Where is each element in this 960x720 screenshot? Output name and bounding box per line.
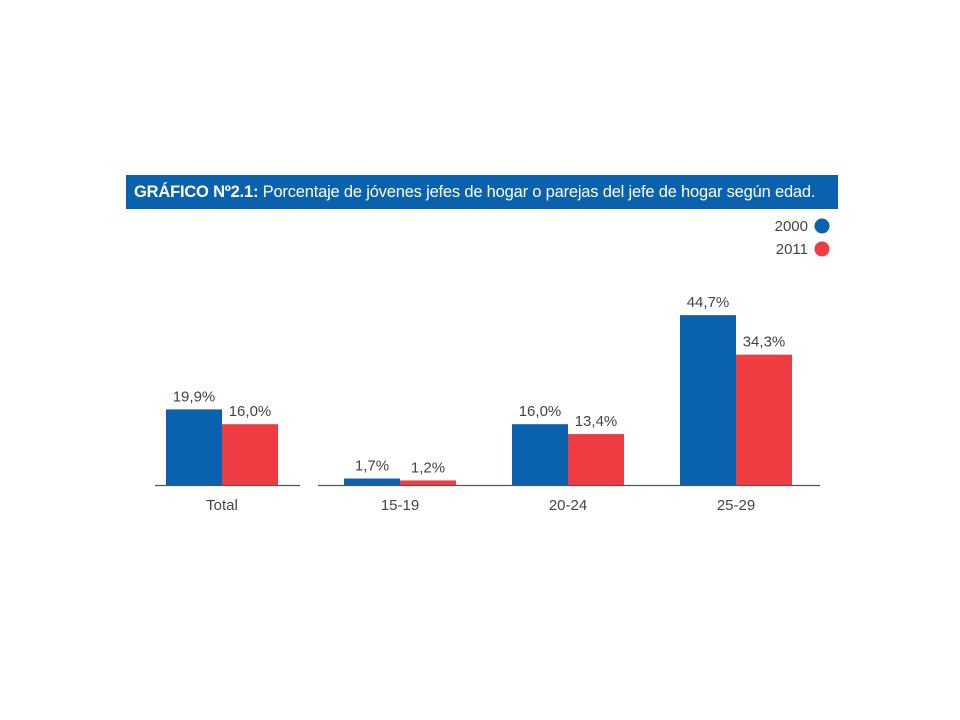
x-tick-label-15-19: 15-19 bbox=[381, 497, 419, 514]
legend-marker-2011 bbox=[814, 241, 830, 257]
bar-2011-25-29 bbox=[736, 354, 792, 485]
data-label-2011-15-19: 1,2% bbox=[411, 459, 445, 476]
legend-marker-2000 bbox=[814, 218, 830, 234]
x-tick-label-Total: Total bbox=[206, 497, 238, 514]
chart-title: Porcentaje de jóvenes jefes de hogar o p… bbox=[262, 183, 816, 201]
x-tick-label-25-29: 25-29 bbox=[717, 497, 755, 514]
chart-title-bar: GRÁFICO Nº2.1: Porcentaje de jóvenes jef… bbox=[126, 175, 838, 209]
data-label-2000-25-29: 44,7% bbox=[687, 294, 730, 311]
data-label-2011-25-29: 34,3% bbox=[743, 334, 786, 351]
bar-2011-15-19 bbox=[400, 480, 456, 485]
chart-title-prefix: GRÁFICO Nº2.1: bbox=[134, 183, 259, 201]
x-tick-label-20-24: 20-24 bbox=[549, 497, 587, 514]
data-label-2000-15-19: 1,7% bbox=[355, 458, 389, 475]
bar-2000-20-24 bbox=[512, 424, 568, 485]
legend-label-2011: 2011 bbox=[776, 241, 808, 258]
bar-2000-15-19 bbox=[344, 478, 400, 485]
bar-2000-Total bbox=[166, 409, 222, 485]
data-label-2011-20-24: 13,4% bbox=[575, 413, 618, 430]
bar-2000-25-29 bbox=[680, 315, 736, 485]
bar-2011-Total bbox=[222, 424, 278, 485]
data-label-2000-Total: 19,9% bbox=[173, 388, 216, 405]
data-label-2000-20-24: 16,0% bbox=[519, 403, 562, 420]
data-label-2011-Total: 16,0% bbox=[229, 403, 272, 420]
legend-label-2000: 2000 bbox=[775, 218, 808, 235]
bar-2011-20-24 bbox=[568, 434, 624, 485]
